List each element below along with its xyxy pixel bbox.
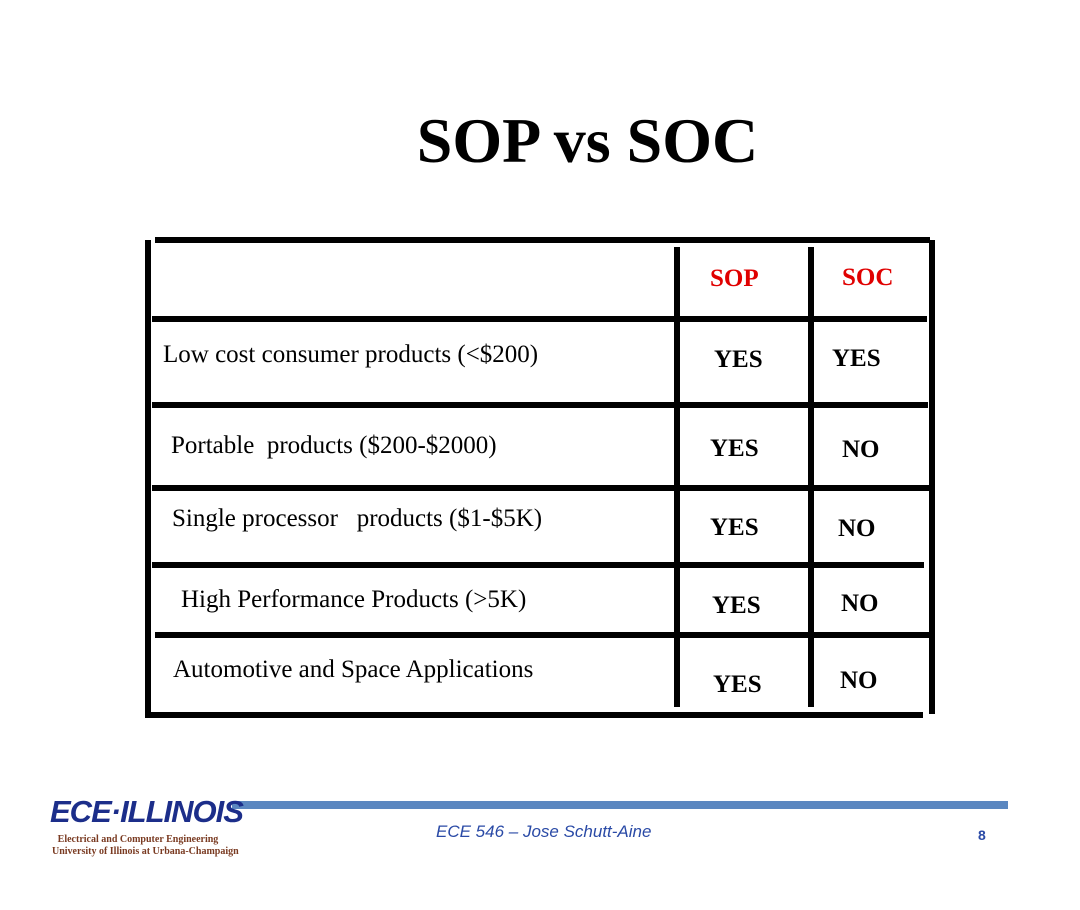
row-label: High Performance Products (>5K)	[181, 586, 527, 613]
row-label: Portable products ($200-$2000)	[171, 432, 497, 459]
sop-value: YES	[713, 671, 762, 698]
soc-value: NO	[838, 515, 876, 542]
sop-value: YES	[710, 435, 759, 462]
column-header-sop: SOP	[710, 265, 759, 292]
slide-title: SOP vs SOC	[416, 105, 759, 176]
table-rule	[145, 240, 151, 718]
table-rule	[152, 485, 930, 491]
table-rule	[929, 240, 935, 714]
soc-value: YES	[832, 345, 881, 372]
table-rule	[808, 247, 814, 707]
sop-value: YES	[712, 592, 761, 619]
soc-value: NO	[842, 436, 880, 463]
soc-value: NO	[840, 667, 878, 694]
table-rule	[152, 562, 924, 568]
row-label: Low cost consumer products (<$200)	[163, 341, 539, 368]
footer-bar	[232, 801, 1008, 809]
page-number: 8	[978, 827, 986, 843]
soc-value: NO	[841, 590, 879, 617]
sop-value: YES	[714, 346, 763, 373]
table-rule	[155, 237, 930, 243]
table-rule	[155, 632, 935, 638]
table-rule	[145, 712, 923, 718]
column-header-soc: SOC	[842, 264, 894, 291]
table-rule	[674, 247, 680, 707]
row-label: Automotive and Space Applications	[173, 656, 534, 683]
table-rule	[152, 402, 928, 408]
sop-value: YES	[710, 514, 759, 541]
logo-wordmark: ECE·ILLINOIS	[50, 794, 244, 829]
table-rule	[152, 316, 927, 322]
logo-subtitle-university: University of Illinois at Urbana-Champai…	[52, 846, 239, 857]
course-author: ECE 546 – Jose Schutt-Aine	[436, 822, 652, 841]
row-label: Single processor products ($1-$5K)	[172, 505, 543, 532]
logo-subtitle-department: Electrical and Computer Engineering	[57, 834, 219, 845]
